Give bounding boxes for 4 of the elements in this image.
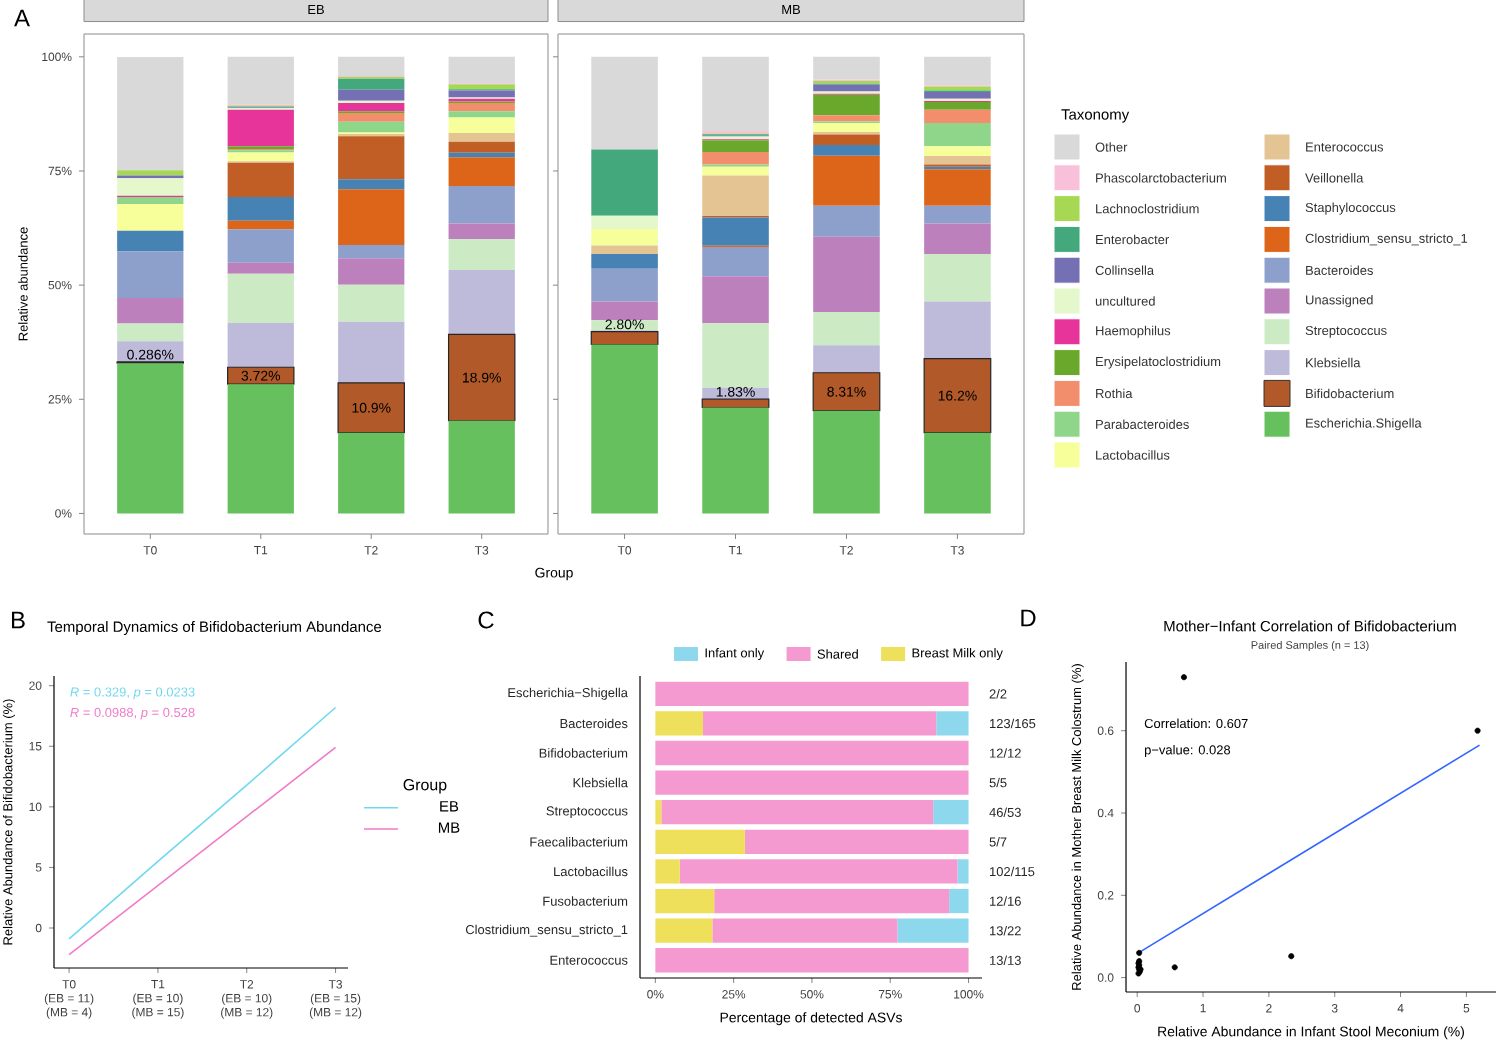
text: A [14,9,30,27]
text: C [478,611,494,629]
text: D [1021,609,1036,627]
text: B [11,611,25,629]
